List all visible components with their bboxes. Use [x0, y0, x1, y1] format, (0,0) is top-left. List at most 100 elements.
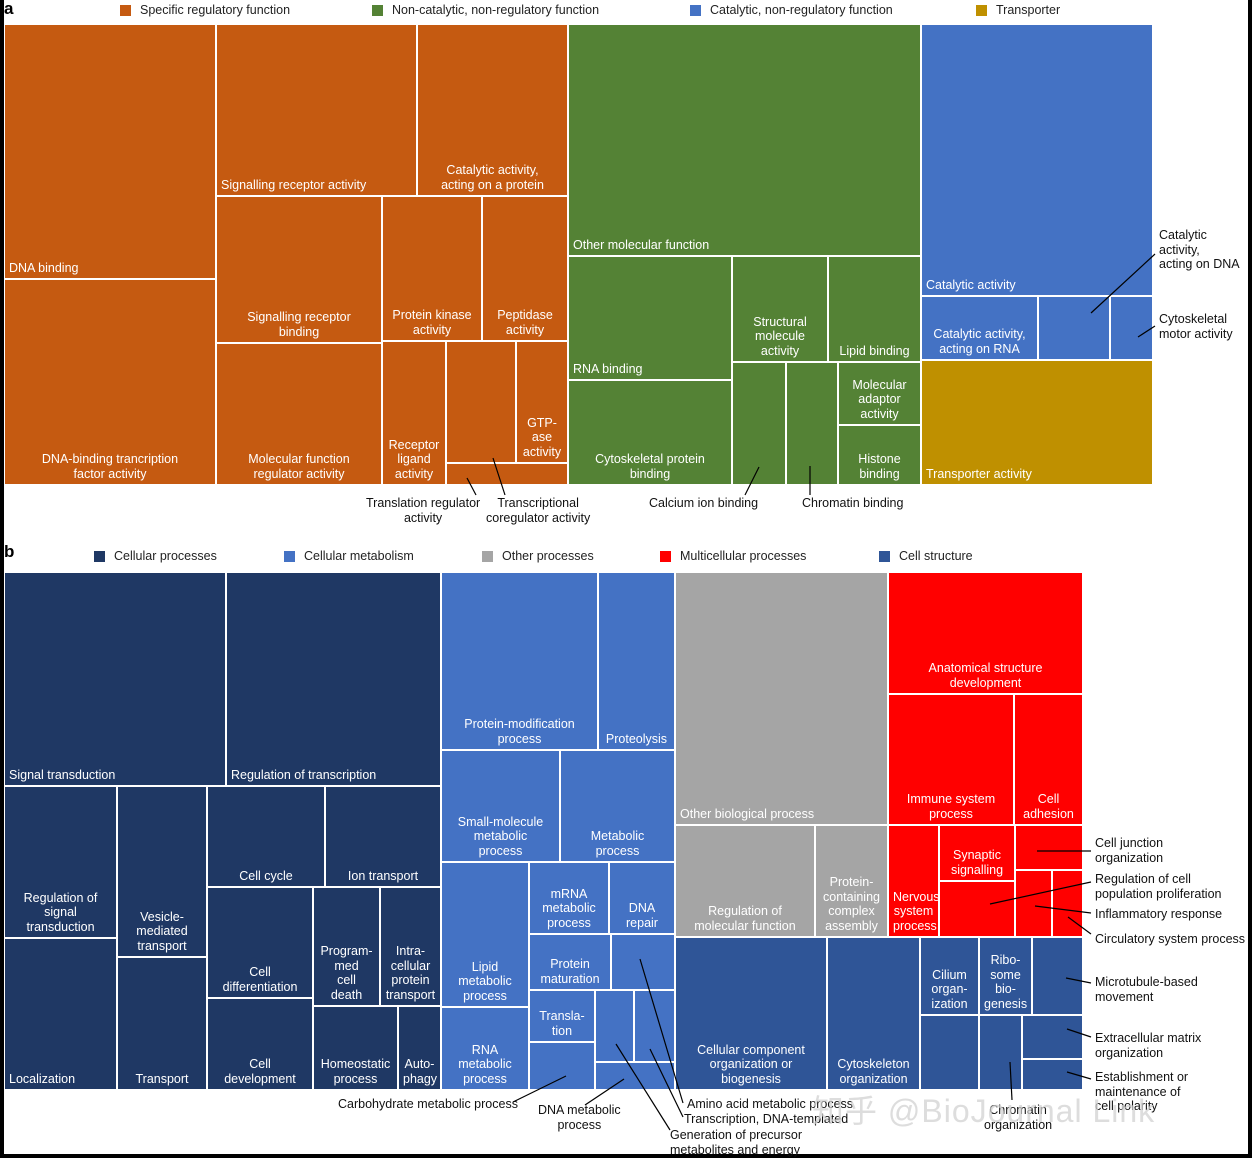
legend-b-item: Cell structure: [879, 549, 973, 563]
tile-label: Homeostatic process: [320, 1057, 391, 1086]
treemap-tile: Lipid binding: [828, 256, 921, 362]
legend-swatch: [372, 4, 383, 16]
treemap-tile: Catalytic activity: [921, 24, 1153, 296]
legend-label: Cellular processes: [114, 549, 217, 563]
treemap-tile: [529, 1042, 595, 1090]
tile-label: Regulation of transcription: [231, 767, 377, 782]
tile-label: Program- med cell death: [320, 944, 373, 1002]
tile-label: DNA-binding trancription factor activity: [41, 452, 179, 481]
tile-label: Proteolysis: [605, 731, 668, 746]
treemap-tile: DNA binding: [4, 24, 216, 279]
treemap-tile: Anatomical structure development: [888, 572, 1083, 694]
tile-label: Ribo- some bio- genesis: [984, 953, 1028, 1011]
legend-a-item: Specific regulatory function: [120, 3, 290, 17]
legend-swatch: [482, 550, 493, 562]
treemap-tile: Lipid metabolic process: [441, 862, 529, 1007]
treemap-tile: Ribo- some bio- genesis: [979, 937, 1032, 1015]
legend-label: Catalytic, non-regulatory function: [710, 3, 893, 17]
treemap-tile: Localization: [4, 938, 117, 1090]
callout-label: Extracellular matrix organization: [1095, 1031, 1202, 1060]
legend-b-item: Cellular processes: [94, 549, 217, 563]
treemap-tile: [786, 362, 838, 485]
treemap-tile: [1038, 296, 1110, 360]
treemap-tile: Molecular function regulator activity: [216, 343, 382, 485]
treemap-tile: Homeostatic process: [313, 1006, 398, 1090]
legend-label: Multicellular processes: [680, 549, 807, 563]
tile-label: Auto- phagy: [403, 1057, 438, 1086]
tile-label: Cell development: [224, 1057, 296, 1086]
treemap-tile: [1110, 296, 1153, 360]
tile-label: Regulation of signal transduction: [23, 890, 98, 934]
tile-label: Transporter activity: [926, 466, 1032, 481]
tile-label: Protein maturation: [540, 957, 600, 986]
treemap-tile: Signal transduction: [4, 572, 226, 786]
tile-label: Peptidase activity: [497, 308, 553, 337]
callout-label: Transcription, DNA-templated: [684, 1112, 849, 1126]
panel-a-letter: a: [4, 0, 14, 18]
callout-label: Catalytic activity, acting on DNA: [1159, 228, 1240, 271]
legend-swatch: [976, 4, 987, 16]
tile-label: Regulation of molecular function: [694, 904, 796, 933]
tile-label: Synaptic signalling: [950, 848, 1004, 877]
treemap-tile: Cilium organ- ization: [920, 937, 979, 1015]
tile-label: DNA binding: [9, 260, 79, 275]
figure-canvas: a Specific regulatory function Non-catal…: [4, 0, 1248, 1157]
treemap-tile: [1032, 937, 1083, 1015]
treemap-tile: Metabolic process: [560, 750, 675, 862]
tile-label: Intra- cellular protein transport: [385, 944, 436, 1002]
treemap-tile: Transport: [117, 957, 207, 1090]
tile-label: Protein-modification process: [464, 717, 575, 746]
tile-label: Immune system process: [906, 792, 996, 821]
tile-label: Cell cycle: [239, 868, 293, 883]
legend-label: Cell structure: [899, 549, 973, 563]
legend-b-item: Cellular metabolism: [284, 549, 414, 563]
tile-label: Signal transduction: [9, 767, 116, 782]
tile-label: Cellular component organization or bioge…: [697, 1042, 805, 1086]
legend-swatch: [690, 4, 701, 16]
treemap-tile: Peptidase activity: [482, 196, 568, 341]
treemap-tile: Protein maturation: [529, 934, 611, 990]
tile-label: Histone binding: [858, 452, 901, 481]
treemap-tile: Small-molecule metabolic process: [441, 750, 560, 862]
treemap-tile: Molecular adaptor activity: [838, 362, 921, 425]
callout-label: Cytoskeletal motor activity: [1159, 312, 1233, 341]
treemap-tile: [595, 990, 634, 1062]
tile-label: Structural molecule activity: [753, 314, 807, 358]
tile-label: GTP- ase activity: [522, 415, 562, 459]
treemap-tile: Cell adhesion: [1014, 694, 1083, 825]
treemap-tile: Transla- tion: [529, 990, 595, 1042]
treemap-tile: DNA-binding trancription factor activity: [4, 279, 216, 485]
treemap-tile: [1015, 825, 1083, 870]
treemap-tile: Receptor ligand activity: [382, 341, 446, 485]
callout-label: Regulation of cell population proliferat…: [1095, 872, 1222, 901]
treemap-tile: Protein kinase activity: [382, 196, 482, 341]
callout-label: Transcriptional coregulator activity: [486, 496, 591, 525]
tile-label: Anatomical structure development: [928, 661, 1043, 690]
tile-label: Transport: [135, 1071, 189, 1086]
tile-label: Lipid metabolic process: [458, 959, 512, 1003]
tile-label: Metabolic process: [590, 829, 645, 858]
treemap-tile: [1015, 870, 1052, 937]
treemap-tile: Signalling receptor activity: [216, 24, 417, 196]
treemap-tile: Structural molecule activity: [732, 256, 828, 362]
treemap-tile: [1052, 870, 1083, 937]
legend-swatch: [94, 550, 105, 562]
treemap-tile: Regulation of transcription: [226, 572, 441, 786]
tile-label: Receptor ligand activity: [388, 437, 440, 481]
callout-label: Chromatin binding: [802, 496, 904, 510]
treemap-tile: Auto- phagy: [398, 1006, 441, 1090]
treemap-tile: [732, 362, 786, 485]
treemap-tile: mRNA metabolic process: [529, 862, 609, 934]
tile-label: Catalytic activity: [926, 277, 1016, 292]
callout-label: Carbohydrate metabolic process: [338, 1097, 518, 1111]
treemap-tile: Regulation of signal transduction: [4, 786, 117, 938]
callout-label: Generation of precursor metabolites and …: [670, 1128, 803, 1157]
legend-label: Cellular metabolism: [304, 549, 414, 563]
treemap-tile: Catalytic activity, acting on RNA: [921, 296, 1038, 360]
treemap-tile: Protein- containing complex assembly: [815, 825, 888, 937]
treemap-tile: Other molecular function: [568, 24, 921, 256]
treemap-tile: Cytoskeleton organization: [827, 937, 920, 1090]
tile-label: mRNA metabolic process: [542, 886, 596, 930]
legend-a-item: Non-catalytic, non-regulatory function: [372, 3, 599, 17]
legend-swatch: [284, 550, 295, 562]
